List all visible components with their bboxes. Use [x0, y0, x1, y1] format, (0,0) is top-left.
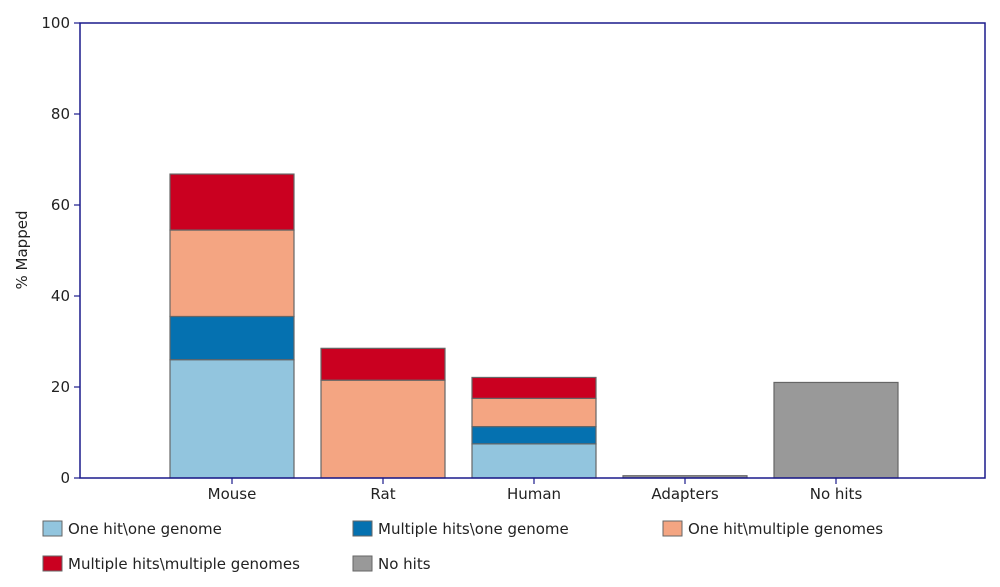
bar-segment — [773, 381, 899, 479]
y-tick-label: 80 — [51, 105, 70, 123]
x-tick-label: Rat — [370, 485, 395, 503]
y-tick-label: 40 — [51, 287, 70, 305]
bar-segment — [169, 315, 295, 361]
bar-segment — [169, 229, 295, 318]
legend-swatch — [42, 520, 63, 537]
bar-segment — [471, 397, 597, 428]
bar-segment — [169, 173, 295, 231]
bars-group — [169, 173, 899, 479]
legend: One hit\one genome Multiple hits\one geno… — [42, 520, 883, 573]
legend-label: Multiple hits\one genome — [378, 520, 569, 538]
legend-swatch — [352, 555, 373, 572]
bar-segment — [169, 359, 295, 479]
bar-segment — [320, 347, 446, 381]
x-tick-label: Mouse — [208, 485, 257, 503]
legend-swatch — [662, 520, 683, 537]
y-tick-label: 100 — [41, 14, 70, 32]
x-tick-label: No hits — [810, 485, 863, 503]
legend-label: One hit\multiple genomes — [688, 520, 883, 538]
x-tick-label: Human — [507, 485, 561, 503]
bar-segment — [471, 425, 597, 445]
y-tick-label: 20 — [51, 378, 70, 396]
legend-label: One hit\one genome — [68, 520, 222, 538]
x-axis: Mouse Rat Human Adapters No hits — [208, 478, 863, 503]
legend-swatch — [352, 520, 373, 537]
legend-swatch — [42, 555, 63, 572]
legend-label: Multiple hits\multiple genomes — [68, 555, 300, 573]
y-tick-label: 0 — [60, 469, 70, 487]
y-axis: 0 20 40 60 80 100 — [41, 14, 80, 487]
bar-segment — [471, 376, 597, 399]
legend-label: No hits — [378, 555, 431, 573]
y-tick-label: 60 — [51, 196, 70, 214]
bar-segment — [320, 379, 446, 479]
y-axis-title: % Mapped — [13, 211, 31, 290]
plot-area-frame — [79, 22, 986, 479]
x-tick-label: Adapters — [651, 485, 719, 503]
bar-segment — [471, 443, 597, 479]
